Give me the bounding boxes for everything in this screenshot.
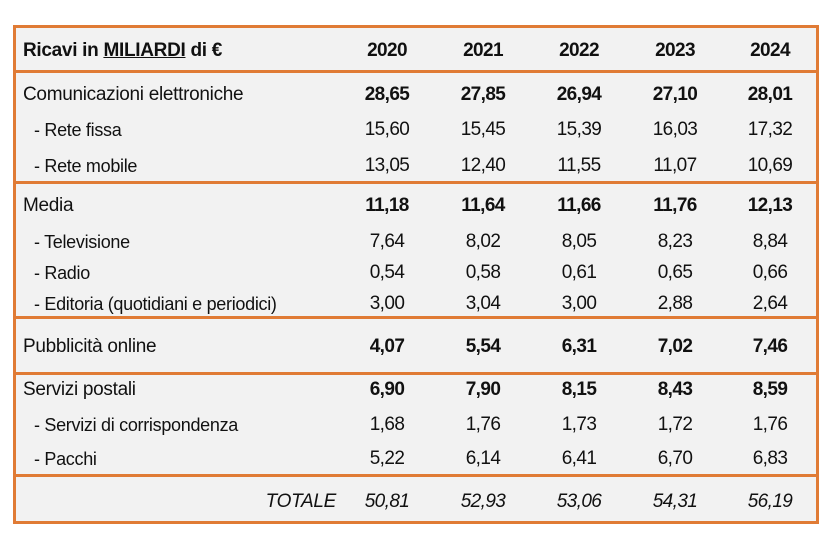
cell: 0,65 (657, 262, 693, 283)
cell: 50,81 (364, 491, 410, 512)
total-row: TOTALE 50,81 52,93 53,06 54,31 56,19 (16, 486, 816, 518)
row-label: Media (23, 195, 74, 216)
cell: 53,06 (556, 491, 602, 512)
row-label: - Radio (34, 262, 90, 283)
table-row: - Editoria (quotidiani e periodici) 3,00… (16, 288, 816, 320)
table-row: Media 11,18 11,64 11,66 11,76 12,13 (16, 190, 816, 222)
cell: 5,54 (465, 336, 501, 357)
cell: 7,02 (657, 336, 693, 357)
row-label: - Televisione (34, 231, 130, 252)
row-label: Pubblicità online (23, 336, 157, 357)
cell: 11,64 (461, 195, 505, 216)
cell: 12,40 (460, 155, 506, 176)
cell: 15,60 (364, 119, 410, 140)
cell: 13,05 (364, 155, 410, 176)
cell: 15,45 (460, 119, 506, 140)
cell: 1,72 (657, 414, 693, 435)
cell: 8,15 (561, 379, 597, 400)
cell: 28,65 (364, 84, 410, 105)
table-row: - Televisione 7,64 8,02 8,05 8,23 8,84 (16, 226, 816, 258)
table-row: - Rete mobile 13,05 12,40 11,55 11,07 10… (16, 150, 816, 182)
row-label: - Servizi di corrispondenza (34, 414, 238, 435)
cell: 7,64 (369, 231, 405, 252)
cell: 2,88 (657, 293, 693, 314)
row-label: - Rete fissa (34, 119, 122, 140)
cell: 27,10 (652, 84, 698, 105)
cell: 8,59 (752, 379, 788, 400)
cell: 1,68 (369, 414, 405, 435)
cell: 4,07 (369, 336, 405, 357)
row-label: Comunicazioni elettroniche (23, 84, 244, 105)
cell: 12,13 (747, 195, 793, 216)
cell: 27,85 (460, 84, 506, 105)
table-row: - Pacchi 5,22 6,14 6,41 6,70 6,83 (16, 443, 816, 475)
cell: 8,23 (657, 231, 693, 252)
cell: 5,22 (369, 448, 405, 469)
cell: 11,66 (557, 195, 601, 216)
year-header: 2023 (655, 40, 695, 61)
cell: 1,73 (561, 414, 597, 435)
row-label: - Rete mobile (34, 155, 138, 176)
total-label: TOTALE (265, 491, 337, 512)
cell: 8,05 (561, 231, 597, 252)
divider (16, 181, 816, 184)
cell: 1,76 (752, 414, 788, 435)
divider (16, 474, 816, 477)
year-header: 2020 (367, 40, 407, 61)
year-header: 2022 (559, 40, 599, 61)
row-label: - Pacchi (34, 448, 97, 469)
table-row: Comunicazioni elettroniche 28,65 27,85 2… (16, 79, 816, 111)
cell: 8,84 (752, 231, 788, 252)
table-row: Pubblicità online 4,07 5,54 6,31 7,02 7,… (16, 331, 816, 363)
year-header: 2021 (463, 40, 503, 61)
cell: 11,55 (557, 155, 601, 176)
cell: 28,01 (747, 84, 793, 105)
header-label: Ricavi in MILIARDI di € (23, 40, 222, 61)
table-row: - Radio 0,54 0,58 0,61 0,65 0,66 (16, 257, 816, 289)
divider (16, 70, 816, 73)
row-label: - Editoria (quotidiani e periodici) (34, 293, 277, 314)
divider (16, 372, 816, 375)
cell: 10,69 (747, 155, 793, 176)
cell: 6,70 (657, 448, 693, 469)
cell: 6,41 (561, 448, 597, 469)
cell: 3,04 (465, 293, 501, 314)
cell: 7,90 (465, 379, 501, 400)
revenue-table: Ricavi in MILIARDI di € 2020 2021 2022 2… (13, 25, 819, 524)
cell: 11,18 (365, 195, 409, 216)
cell: 7,46 (752, 336, 788, 357)
cell: 6,83 (752, 448, 788, 469)
cell: 15,39 (556, 119, 602, 140)
cell: 8,02 (465, 231, 501, 252)
header-row: Ricavi in MILIARDI di € 2020 2021 2022 2… (16, 35, 816, 67)
cell: 6,90 (369, 379, 405, 400)
header-unit: MILIARDI (103, 40, 186, 61)
cell: 11,07 (653, 155, 697, 176)
cell: 3,00 (561, 293, 597, 314)
cell: 0,66 (752, 262, 788, 283)
divider (16, 316, 816, 319)
cell: 16,03 (652, 119, 698, 140)
cell: 0,54 (369, 262, 405, 283)
cell: 26,94 (556, 84, 602, 105)
cell: 17,32 (747, 119, 793, 140)
cell: 52,93 (460, 491, 506, 512)
cell: 6,31 (561, 336, 597, 357)
cell: 54,31 (652, 491, 698, 512)
table-row: - Rete fissa 15,60 15,45 15,39 16,03 17,… (16, 114, 816, 146)
cell: 56,19 (747, 491, 793, 512)
cell: 6,14 (465, 448, 501, 469)
table-row: - Servizi di corrispondenza 1,68 1,76 1,… (16, 409, 816, 441)
year-header: 2024 (750, 40, 790, 61)
cell: 0,61 (561, 262, 597, 283)
cell: 2,64 (752, 293, 788, 314)
cell: 1,76 (465, 414, 501, 435)
cell: 0,58 (465, 262, 501, 283)
row-label: Servizi postali (23, 379, 136, 400)
cell: 3,00 (369, 293, 405, 314)
cell: 11,76 (653, 195, 697, 216)
cell: 8,43 (657, 379, 693, 400)
table-row: Servizi postali 6,90 7,90 8,15 8,43 8,59 (16, 374, 816, 406)
